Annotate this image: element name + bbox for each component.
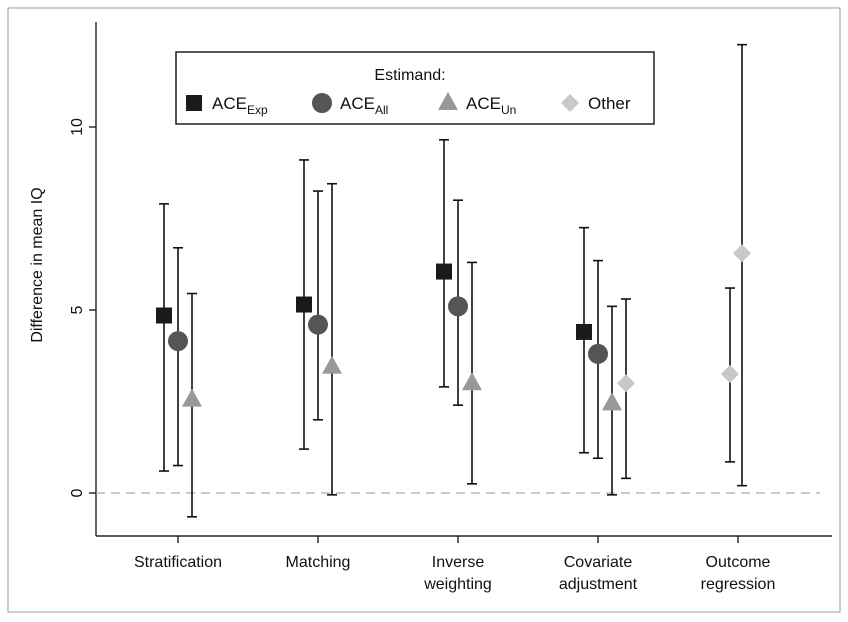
point-marker xyxy=(588,343,608,364)
point-marker xyxy=(576,323,592,340)
point-marker xyxy=(168,331,188,352)
data-point-all xyxy=(168,246,188,467)
data-point-other xyxy=(733,43,751,487)
legend: Estimand: ACEExp ACEAll ACEUn Other xyxy=(175,51,655,125)
y-ticks: 0 5 10 xyxy=(69,118,96,497)
point-marker xyxy=(733,244,751,263)
data-point-un xyxy=(182,292,202,518)
point-marker xyxy=(436,263,452,280)
legend-item-un: ACEUn xyxy=(438,92,516,117)
legend-label: ACEUn xyxy=(466,94,516,117)
data-point-all xyxy=(448,199,468,406)
x-tick-label: regression xyxy=(701,576,776,593)
y-tick-label: 0 xyxy=(69,488,86,497)
point-marker xyxy=(156,307,172,324)
legend-label: Other xyxy=(588,94,631,113)
point-marker xyxy=(617,374,635,393)
point-marker xyxy=(721,365,739,384)
legend-marker-square xyxy=(186,95,202,111)
legend-items: ACEExp ACEAll ACEUn Other xyxy=(186,92,631,117)
point-marker xyxy=(602,392,622,411)
x-tick-label: weighting xyxy=(423,576,492,593)
data-point-exp xyxy=(576,226,592,454)
legend-label: ACEAll xyxy=(340,94,388,117)
x-ticks: Stratification Matching Inverse weighting Co… xyxy=(134,536,775,593)
data-point-exp xyxy=(156,203,172,472)
point-marker xyxy=(182,388,202,407)
data-point-exp xyxy=(296,159,312,450)
data-point-un xyxy=(462,261,482,485)
legend-item-all: ACEAll xyxy=(312,93,388,117)
x-tick-label: Covariate xyxy=(564,554,633,571)
data-point-other xyxy=(721,287,739,463)
x-tick-label: adjustment xyxy=(559,576,638,593)
legend-title: Estimand: xyxy=(374,67,445,84)
y-axis-label: Difference in mean IQ xyxy=(29,187,46,342)
data-point-un xyxy=(322,182,342,496)
point-marker xyxy=(448,296,468,317)
data-point-exp xyxy=(436,139,452,388)
legend-box xyxy=(175,51,655,125)
y-tick-label: 5 xyxy=(69,305,86,314)
point-marker xyxy=(296,296,312,313)
data-point-other xyxy=(617,298,635,480)
y-tick-label: 10 xyxy=(69,118,86,136)
legend-item-exp: ACEExp xyxy=(186,94,268,117)
x-tick-label: Stratification xyxy=(134,554,222,571)
points-layer xyxy=(156,43,751,518)
legend-label: ACEExp xyxy=(212,94,268,117)
point-marker xyxy=(308,314,328,335)
x-tick-label: Inverse xyxy=(432,554,485,571)
data-point-all xyxy=(588,259,608,460)
point-marker xyxy=(322,355,342,374)
x-tick-label: Outcome xyxy=(706,554,771,571)
legend-item-other: Other xyxy=(561,94,631,113)
legend-marker-circle xyxy=(312,93,332,113)
x-tick-label: Matching xyxy=(286,554,351,571)
legend-marker-diamond xyxy=(561,94,579,112)
point-marker xyxy=(462,372,482,391)
data-point-un xyxy=(602,305,622,496)
chart-frame xyxy=(7,7,841,613)
legend-marker-triangle xyxy=(438,92,458,110)
data-point-all xyxy=(308,190,328,421)
